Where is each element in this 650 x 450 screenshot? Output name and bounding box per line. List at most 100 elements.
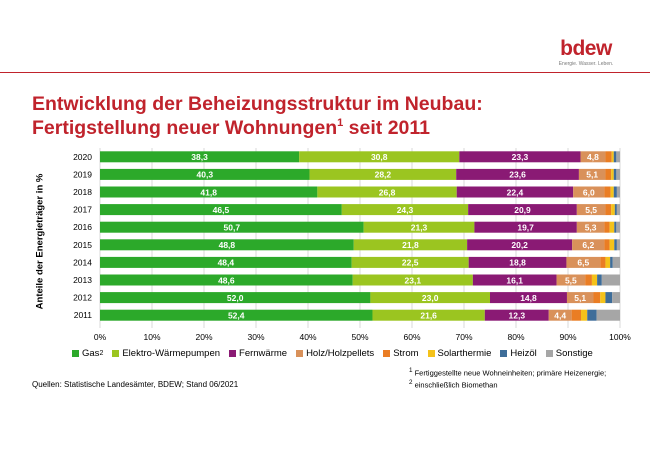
legend-label: Gas	[82, 348, 100, 359]
x-tick-label: 80%	[507, 332, 524, 342]
x-tick-label: 100%	[609, 332, 631, 342]
data-label: 5,1	[586, 170, 598, 180]
x-tick-label: 10%	[143, 332, 160, 342]
bar-segment	[474, 221, 577, 233]
data-label: 21,3	[411, 223, 428, 233]
data-label: 5,5	[585, 205, 597, 215]
bar-segment	[605, 292, 613, 304]
bar-segment	[611, 151, 614, 163]
data-label: 40,3	[197, 170, 214, 180]
bar-segment	[616, 186, 620, 198]
bar-segment	[100, 239, 354, 251]
legend-swatch	[296, 350, 304, 357]
data-label: 12,3	[509, 311, 526, 321]
bar-segment	[548, 309, 572, 321]
bar-segment	[490, 292, 567, 304]
bar-segment	[611, 168, 614, 180]
bar-segment	[604, 239, 610, 251]
bar-segment	[566, 256, 601, 268]
bar-segment	[610, 256, 613, 268]
y-tick-label: 2014	[73, 257, 92, 267]
bar-segment	[581, 309, 588, 321]
bar-segment	[600, 256, 606, 268]
x-tick-label: 50%	[351, 332, 368, 342]
footnote-2: 2 einschließlich Biomethan	[409, 378, 498, 391]
bar-segment	[609, 221, 615, 233]
x-tick-label: 20%	[195, 332, 212, 342]
data-label: 23,0	[422, 293, 439, 303]
data-label: 4,8	[587, 152, 599, 162]
footnote-1-text: Fertiggestellte neue Wohneinheiten; prim…	[412, 368, 607, 378]
legend-swatch	[229, 350, 237, 357]
bar-segment	[566, 292, 594, 304]
bar-segment	[467, 239, 573, 251]
bar-segment	[609, 239, 615, 251]
bar-segment	[605, 256, 611, 268]
bar-segment	[370, 292, 490, 304]
logo-tagline: Energie. Wasser. Leben.	[558, 61, 614, 67]
y-tick-label: 2013	[73, 275, 92, 285]
title-line-2-main: Fertigstellung neuer Wohnungen	[32, 117, 338, 139]
legend-label: Elektro-Wärmepumpen	[122, 348, 221, 359]
bar-segment	[317, 186, 457, 198]
bar-segment	[556, 274, 586, 286]
legend-item: Sonstige	[545, 348, 593, 359]
data-label: 20,9	[514, 205, 531, 215]
data-label: 18,8	[509, 258, 526, 268]
bar-segment	[363, 221, 475, 233]
legend-label: Holz/Holzpellets	[306, 348, 375, 359]
x-tick-label: 60%	[403, 332, 420, 342]
data-label: 23,1	[405, 275, 422, 285]
bar-segment	[614, 239, 617, 251]
bar-segment	[616, 239, 620, 251]
bar-segment	[100, 186, 318, 198]
y-tick-label: 2015	[73, 240, 92, 250]
bar-segment	[299, 151, 460, 163]
data-label: 22,5	[402, 258, 419, 268]
bar-segment	[353, 239, 468, 251]
legend-swatch	[72, 350, 79, 357]
data-label: 6,5	[577, 258, 589, 268]
bar-segment	[468, 256, 567, 268]
bar-segment	[456, 186, 574, 198]
bar-segment	[616, 151, 620, 163]
legend-swatch	[545, 350, 553, 357]
x-tick-label: 30%	[247, 332, 264, 342]
y-tick-label: 2019	[73, 169, 92, 179]
legend-label: Sonstige	[555, 348, 593, 359]
bar-segment	[612, 292, 620, 304]
bar-segment	[587, 309, 597, 321]
bar-segment	[578, 168, 606, 180]
data-label: 21,6	[420, 311, 437, 321]
data-label: 41,8	[200, 187, 217, 197]
data-label: 26,8	[379, 187, 396, 197]
data-label: 23,6	[509, 170, 526, 180]
bar-segment	[100, 309, 373, 321]
bdew-logo: bdew Energie. Wasser. Leben.	[556, 38, 616, 68]
data-label: 16,1	[506, 275, 523, 285]
legend-swatch	[383, 350, 391, 357]
legend-label: Strom	[393, 348, 419, 359]
bar-segment	[596, 309, 620, 321]
bar-segment	[100, 274, 353, 286]
data-label: 48,4	[218, 258, 235, 268]
data-label: 48,8	[219, 240, 236, 250]
bar-segment	[571, 309, 581, 321]
bar-segment	[605, 151, 612, 163]
data-label: 28,2	[375, 170, 392, 180]
bar-segment	[100, 256, 352, 268]
sources-note: Quellen: Statistische Landesämter, BDEW;…	[32, 380, 239, 389]
legend-footnote-mark: 2	[99, 350, 104, 357]
bar-segment	[604, 221, 610, 233]
data-label: 6,2	[582, 240, 594, 250]
bar-segment	[341, 204, 469, 216]
title-line-2-end: seit 2011	[343, 117, 431, 139]
bar-segment	[601, 274, 620, 286]
legend-swatch	[112, 350, 120, 357]
data-label: 20,2	[511, 240, 528, 250]
data-label: 46,5	[213, 205, 230, 215]
data-label: 24,3	[397, 205, 414, 215]
bar-segment	[591, 274, 598, 286]
bar-segment	[576, 204, 606, 216]
bar-segment	[100, 221, 364, 233]
